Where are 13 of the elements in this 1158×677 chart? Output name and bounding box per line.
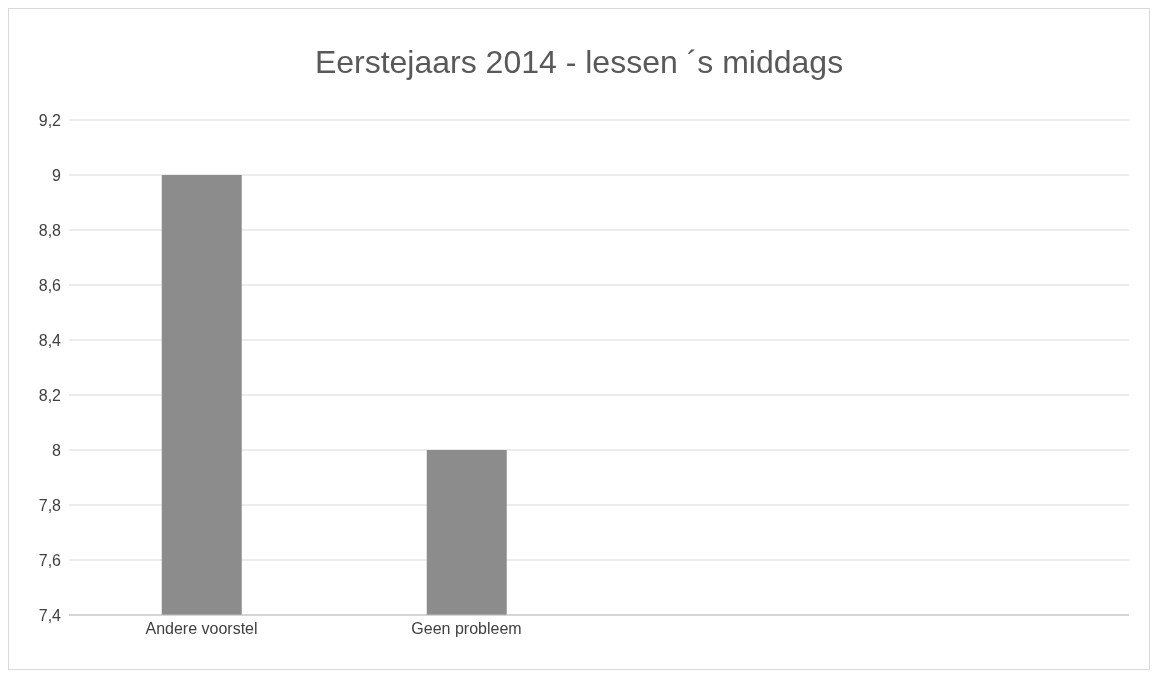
y-tick-label: 8,2 (38, 386, 62, 404)
y-tick-label: 8,4 (38, 331, 62, 349)
y-tick-label: 8,8 (38, 221, 62, 239)
y-tick-label: 9 (52, 166, 62, 184)
y-tick-label: 8 (52, 441, 62, 459)
chart-title: Eerstejaars 2014 - lessen ´s middags (313, 43, 845, 82)
y-tick-label: 7,8 (38, 496, 62, 514)
y-tick-label: 7,4 (38, 606, 62, 624)
y-tick-label: 7,6 (38, 551, 62, 569)
x-tick-label: Geen probleem (411, 620, 522, 638)
y-tick-label: 9,2 (38, 111, 62, 129)
x-tick-label: Andere voorstel (145, 620, 258, 638)
y-tick-label: 8,6 (38, 276, 62, 294)
